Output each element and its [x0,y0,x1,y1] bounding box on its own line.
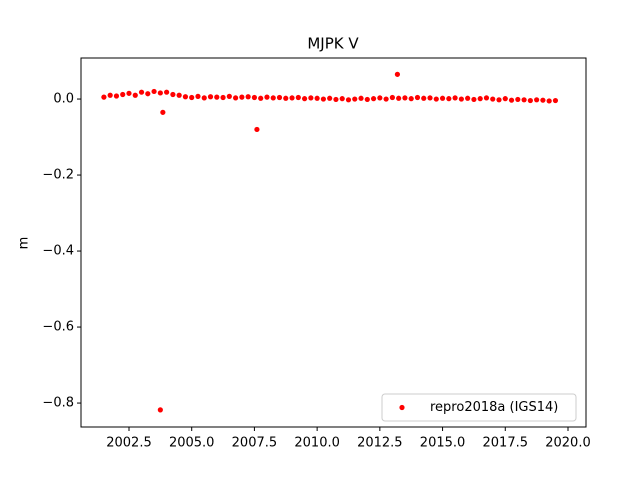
point [364,96,370,103]
point [370,96,377,102]
point [345,97,352,103]
point [439,95,446,101]
point [471,96,477,103]
point [490,96,496,102]
point [327,95,333,101]
point [496,97,502,103]
point [289,95,295,101]
y-tick-label: −0.4 [42,244,74,259]
point [427,95,433,101]
point [308,95,314,101]
y-tick-label: −0.2 [42,168,74,183]
point [120,91,126,98]
point [458,96,464,102]
x-tick-label: 2010.0 [294,436,340,451]
x-tick-label: 2012.5 [357,436,403,451]
point [377,95,383,101]
point [157,407,163,413]
y-tick-label: −0.8 [42,396,74,411]
point [333,96,339,103]
point [160,109,166,115]
y-axis-label: m [17,237,32,250]
x-tick-label: 2005.0 [169,436,215,451]
point [164,89,170,95]
point [145,91,151,97]
point [245,94,251,100]
point [189,94,195,101]
x-tick-label: 2002.5 [106,436,152,451]
point [258,95,264,101]
point [521,97,527,103]
point [402,95,408,101]
point [214,94,220,100]
point [314,95,320,101]
point [239,94,245,100]
point [264,94,270,100]
point [176,92,182,98]
y-tick-label: −0.6 [42,320,74,335]
legend-label: repro2018a (IGS14) [430,400,558,415]
point [358,95,364,101]
plot-frame [80,57,587,428]
x-tick-label: 2015.0 [420,436,466,451]
point [465,95,471,101]
point [113,93,120,99]
point [515,96,521,103]
point [132,92,138,98]
point [396,95,402,101]
point [157,90,163,96]
point [433,96,439,102]
point [182,94,189,100]
point [527,97,533,104]
point [276,94,283,101]
point [101,94,107,100]
point [126,90,132,96]
point [452,95,458,101]
point [534,97,540,103]
point [339,96,345,102]
point [394,71,401,77]
point [201,95,207,101]
point [270,95,276,101]
point [446,96,452,102]
point [251,94,258,101]
point [195,93,201,99]
point [320,96,327,102]
chart-title: MJPK V [307,35,359,53]
point [301,96,308,102]
point [283,95,289,101]
x-tick-label: 2020.0 [545,436,591,451]
point [107,92,113,98]
point [389,94,395,101]
y-tick-label: 0.0 [53,92,74,107]
point [151,88,157,95]
point [546,98,552,104]
point [383,96,389,102]
point [508,97,515,103]
point [421,95,427,101]
point [138,89,145,95]
point [170,91,176,98]
point [254,126,260,133]
point [226,93,232,99]
x-tick-label: 2007.5 [232,436,278,451]
point [414,94,421,101]
point [408,96,414,102]
point [295,94,301,101]
x-tick-label: 2017.5 [483,436,529,451]
point [483,95,490,101]
point [220,94,226,101]
point [540,97,546,103]
point [233,95,239,101]
point [552,97,559,104]
legend-marker [399,404,405,411]
point [207,94,214,100]
point [477,96,483,102]
point [502,96,508,102]
legend-box [381,393,577,422]
point [352,96,358,102]
